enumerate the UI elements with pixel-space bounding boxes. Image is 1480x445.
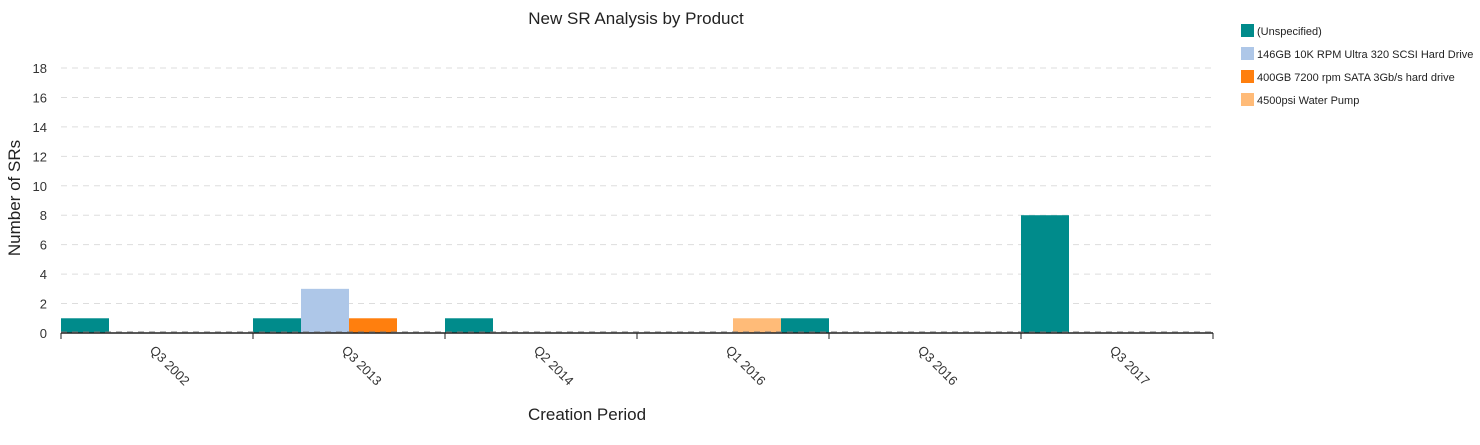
x-tick-label: Q3 2002 [147, 343, 193, 389]
bar [781, 318, 829, 333]
y-axis-title: Number of SRs [5, 140, 24, 256]
y-tick-label: 2 [40, 297, 47, 312]
bar [301, 288, 349, 333]
legend-swatch [1241, 93, 1254, 106]
y-tick-label: 6 [40, 238, 47, 253]
grid-lines [61, 67, 1213, 305]
bar [1021, 215, 1069, 333]
bar [253, 318, 301, 333]
y-tick-label: 0 [40, 326, 47, 341]
legend-label: (Unspecified) [1257, 26, 1322, 38]
legend-label: 146GB 10K RPM Ultra 320 SCSI Hard Drive [1257, 49, 1473, 61]
bar [733, 318, 781, 333]
bar [445, 318, 493, 333]
bar [61, 318, 109, 333]
y-tick-label: 12 [33, 149, 47, 164]
legend: (Unspecified) 146GB 10K RPM Ultra 320 SCS… [1241, 24, 1473, 107]
x-tick-label: Q3 2013 [339, 343, 385, 389]
y-tick-label: 8 [40, 208, 47, 223]
y-tick-label: 18 [33, 61, 47, 76]
y-tick-label: 16 [33, 90, 47, 105]
legend-label: 400GB 7200 rpm SATA 3Gb/s hard drive [1257, 72, 1455, 84]
legend-swatch [1241, 24, 1254, 37]
y-tick-label: 10 [33, 179, 47, 194]
x-tick-label: Q3 2017 [1107, 343, 1153, 389]
legend-label: 4500psi Water Pump [1257, 95, 1359, 107]
x-tick-label: Q2 2014 [531, 343, 577, 389]
bar [349, 318, 397, 333]
x-tick-label: Q3 2016 [915, 343, 961, 389]
legend-swatch [1241, 47, 1254, 60]
x-axis-title: Creation Period [528, 405, 646, 424]
x-axis: Q3 2002 Q3 2013 Q2 2014 Q1 2016 Q3 2016 Q3 20… [60, 331, 1214, 389]
legend-swatch [1241, 70, 1254, 83]
x-tick-label: Q1 2016 [723, 343, 769, 389]
y-axis: 0 2 4 6 8 10 12 14 16 18 [33, 61, 47, 341]
y-tick-label: 4 [40, 267, 47, 282]
bars [61, 215, 1069, 333]
y-tick-label: 14 [33, 120, 47, 135]
chart-title: New SR Analysis by Product [528, 9, 744, 28]
